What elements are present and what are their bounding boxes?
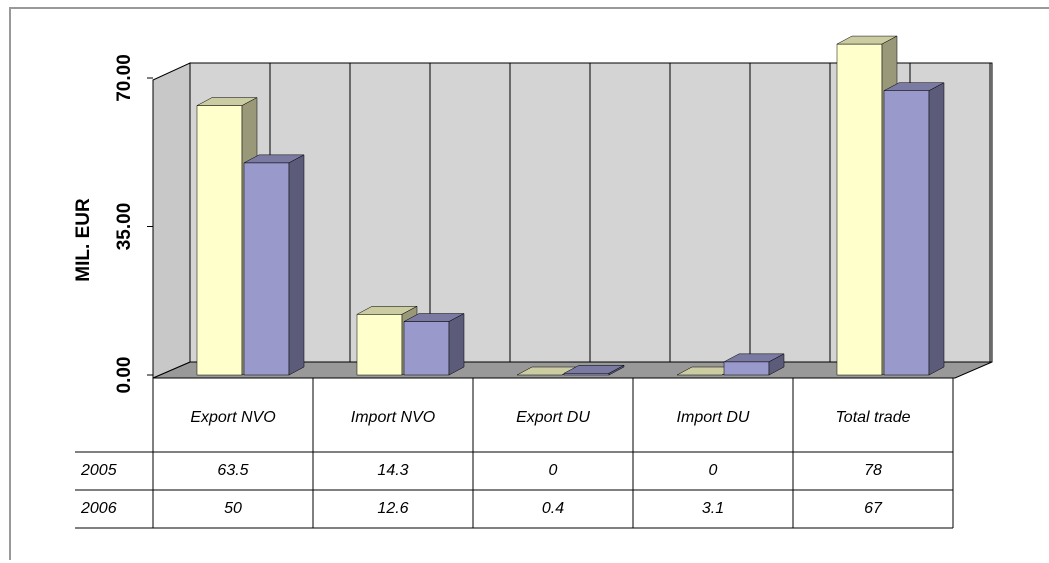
bar (883, 90, 930, 376)
table-value: 14.3 (377, 462, 408, 479)
y-tick-label: 35.00 (114, 203, 135, 251)
bar (196, 105, 243, 376)
category-label: Export DU (516, 409, 590, 426)
category-label: Import NVO (351, 409, 435, 426)
bar-side (928, 82, 945, 376)
table-value: 0.4 (542, 500, 564, 517)
bar-side (288, 154, 305, 376)
table-value: 78 (864, 462, 882, 479)
category-label: Total trade (835, 409, 910, 426)
table-value: 0 (709, 462, 718, 479)
bar (356, 314, 403, 376)
side-wall (152, 62, 191, 379)
table-value: 0 (549, 462, 558, 479)
bar (403, 321, 450, 376)
y-axis-label: MIL. EUR (73, 198, 94, 282)
series-label: 2006 (80, 500, 117, 517)
bar-side (608, 364, 625, 376)
table-value: 50 (224, 500, 242, 517)
table-value: 12.6 (377, 500, 408, 517)
category-label: Export NVO (190, 409, 275, 426)
table-value: 63.5 (217, 462, 248, 479)
frame (9, 7, 1049, 560)
bar (723, 361, 770, 376)
series-label: 2005 (80, 462, 117, 479)
bar-side (768, 353, 785, 376)
category-label: Import DU (677, 409, 750, 426)
table-value: 67 (864, 500, 883, 517)
y-tick-label: 70.00 (114, 54, 135, 102)
table-value: 3.1 (702, 500, 724, 517)
bar (563, 373, 610, 376)
bar (243, 162, 290, 376)
y-tick-label: 0.00 (114, 357, 135, 394)
bar-side (448, 313, 465, 376)
plot: 0.00 35.00 70.00 Export NVO Import NVO Export… (75, 35, 991, 529)
bar (836, 43, 883, 376)
